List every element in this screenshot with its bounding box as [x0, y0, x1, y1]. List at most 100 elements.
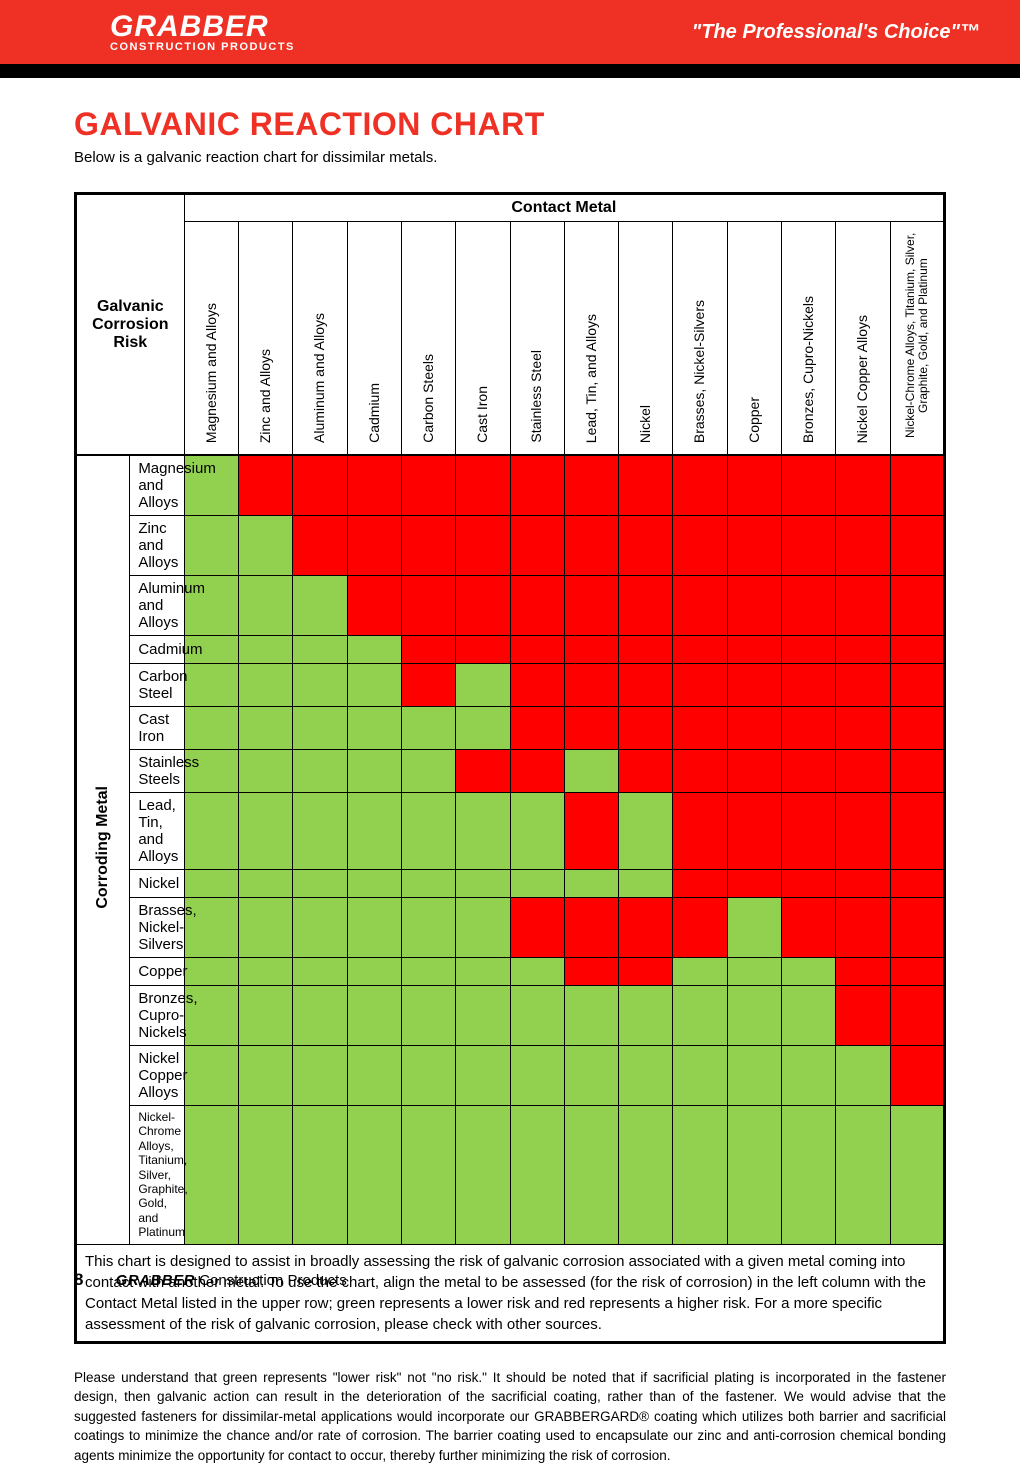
risk-cell [347, 793, 401, 870]
risk-cell [401, 986, 455, 1046]
risk-cell [782, 1106, 836, 1245]
row-label: Zinc and Alloys [130, 516, 184, 576]
risk-cell [510, 1106, 564, 1245]
risk-cell [347, 986, 401, 1046]
risk-cell [293, 870, 347, 898]
risk-cell [293, 707, 347, 750]
column-header: Nickel [619, 222, 673, 456]
risk-cell [727, 516, 781, 576]
tagline: "The Professional's Choice"™ [692, 21, 980, 44]
risk-cell [836, 793, 890, 870]
risk-cell [673, 870, 727, 898]
risk-cell [238, 793, 292, 870]
risk-cell [456, 1046, 510, 1106]
risk-cell [401, 1046, 455, 1106]
risk-cell [456, 793, 510, 870]
risk-cell [673, 576, 727, 636]
table-row: Bronzes, Cupro-Nickels [76, 986, 945, 1046]
risk-cell [619, 870, 673, 898]
corroding-metal-header: Corroding Metal [76, 455, 130, 1244]
risk-cell [890, 793, 944, 870]
column-header: Aluminum and Alloys [293, 222, 347, 456]
row-label: Carbon Steel [130, 664, 184, 707]
table-row: Corroding MetalMagnesium and Alloys [76, 455, 945, 516]
risk-cell [564, 870, 618, 898]
risk-cell [510, 1046, 564, 1106]
risk-cell [782, 898, 836, 958]
risk-cell [836, 898, 890, 958]
table-row: Zinc and Alloys [76, 516, 945, 576]
risk-cell [184, 870, 238, 898]
risk-cell [619, 636, 673, 664]
risk-cell [456, 958, 510, 986]
risk-cell [673, 958, 727, 986]
risk-cell [564, 664, 618, 707]
risk-cell [782, 750, 836, 793]
risk-cell [727, 1046, 781, 1106]
risk-cell [727, 870, 781, 898]
risk-cell [836, 1046, 890, 1106]
risk-cell [782, 636, 836, 664]
table-row: Lead, Tin, and Alloys [76, 793, 945, 870]
risk-cell [782, 516, 836, 576]
risk-cell [890, 1106, 944, 1245]
risk-cell [510, 898, 564, 958]
risk-cell [510, 870, 564, 898]
table-row: Cast Iron [76, 707, 945, 750]
risk-cell [727, 958, 781, 986]
risk-cell [836, 636, 890, 664]
risk-cell [184, 707, 238, 750]
risk-cell [456, 455, 510, 516]
risk-cell [238, 986, 292, 1046]
column-header: Brasses, Nickel-Silvers [673, 222, 727, 456]
risk-cell [238, 898, 292, 958]
risk-cell [347, 516, 401, 576]
risk-cell [401, 707, 455, 750]
row-label: Brasses, Nickel-Silvers [130, 898, 184, 958]
risk-cell [673, 986, 727, 1046]
risk-cell [782, 958, 836, 986]
risk-cell [673, 898, 727, 958]
risk-cell [293, 1046, 347, 1106]
risk-cell [401, 455, 455, 516]
chart-explain: This chart is designed to assist in broa… [76, 1244, 945, 1342]
column-header: Stainless Steel [510, 222, 564, 456]
column-header: Cadmium [347, 222, 401, 456]
risk-cell [890, 664, 944, 707]
risk-cell [401, 664, 455, 707]
risk-cell [782, 1046, 836, 1106]
risk-cell [401, 516, 455, 576]
risk-cell [836, 750, 890, 793]
risk-cell [673, 793, 727, 870]
risk-cell [890, 516, 944, 576]
risk-cell [564, 636, 618, 664]
risk-cell [727, 750, 781, 793]
risk-cell [673, 1106, 727, 1245]
risk-cell [890, 870, 944, 898]
risk-cell [836, 870, 890, 898]
row-label: Nickel [130, 870, 184, 898]
risk-cell [456, 576, 510, 636]
risk-cell [238, 1046, 292, 1106]
risk-cell [510, 576, 564, 636]
risk-cell [293, 636, 347, 664]
risk-cell [510, 636, 564, 664]
risk-cell [619, 793, 673, 870]
risk-cell [619, 986, 673, 1046]
risk-cell [782, 455, 836, 516]
risk-cell [782, 707, 836, 750]
risk-cell [890, 898, 944, 958]
risk-cell [836, 986, 890, 1046]
risk-cell [564, 1106, 618, 1245]
risk-cell [673, 664, 727, 707]
logo: GRABBER CONSTRUCTION PRODUCTS [110, 12, 295, 53]
risk-cell [782, 664, 836, 707]
logo-sub: CONSTRUCTION PRODUCTS [110, 42, 295, 53]
risk-cell [564, 455, 618, 516]
risk-cell [727, 664, 781, 707]
row-label: Bronzes, Cupro-Nickels [130, 986, 184, 1046]
risk-cell [293, 576, 347, 636]
row-label: Cast Iron [130, 707, 184, 750]
risk-cell [564, 516, 618, 576]
risk-cell [293, 516, 347, 576]
